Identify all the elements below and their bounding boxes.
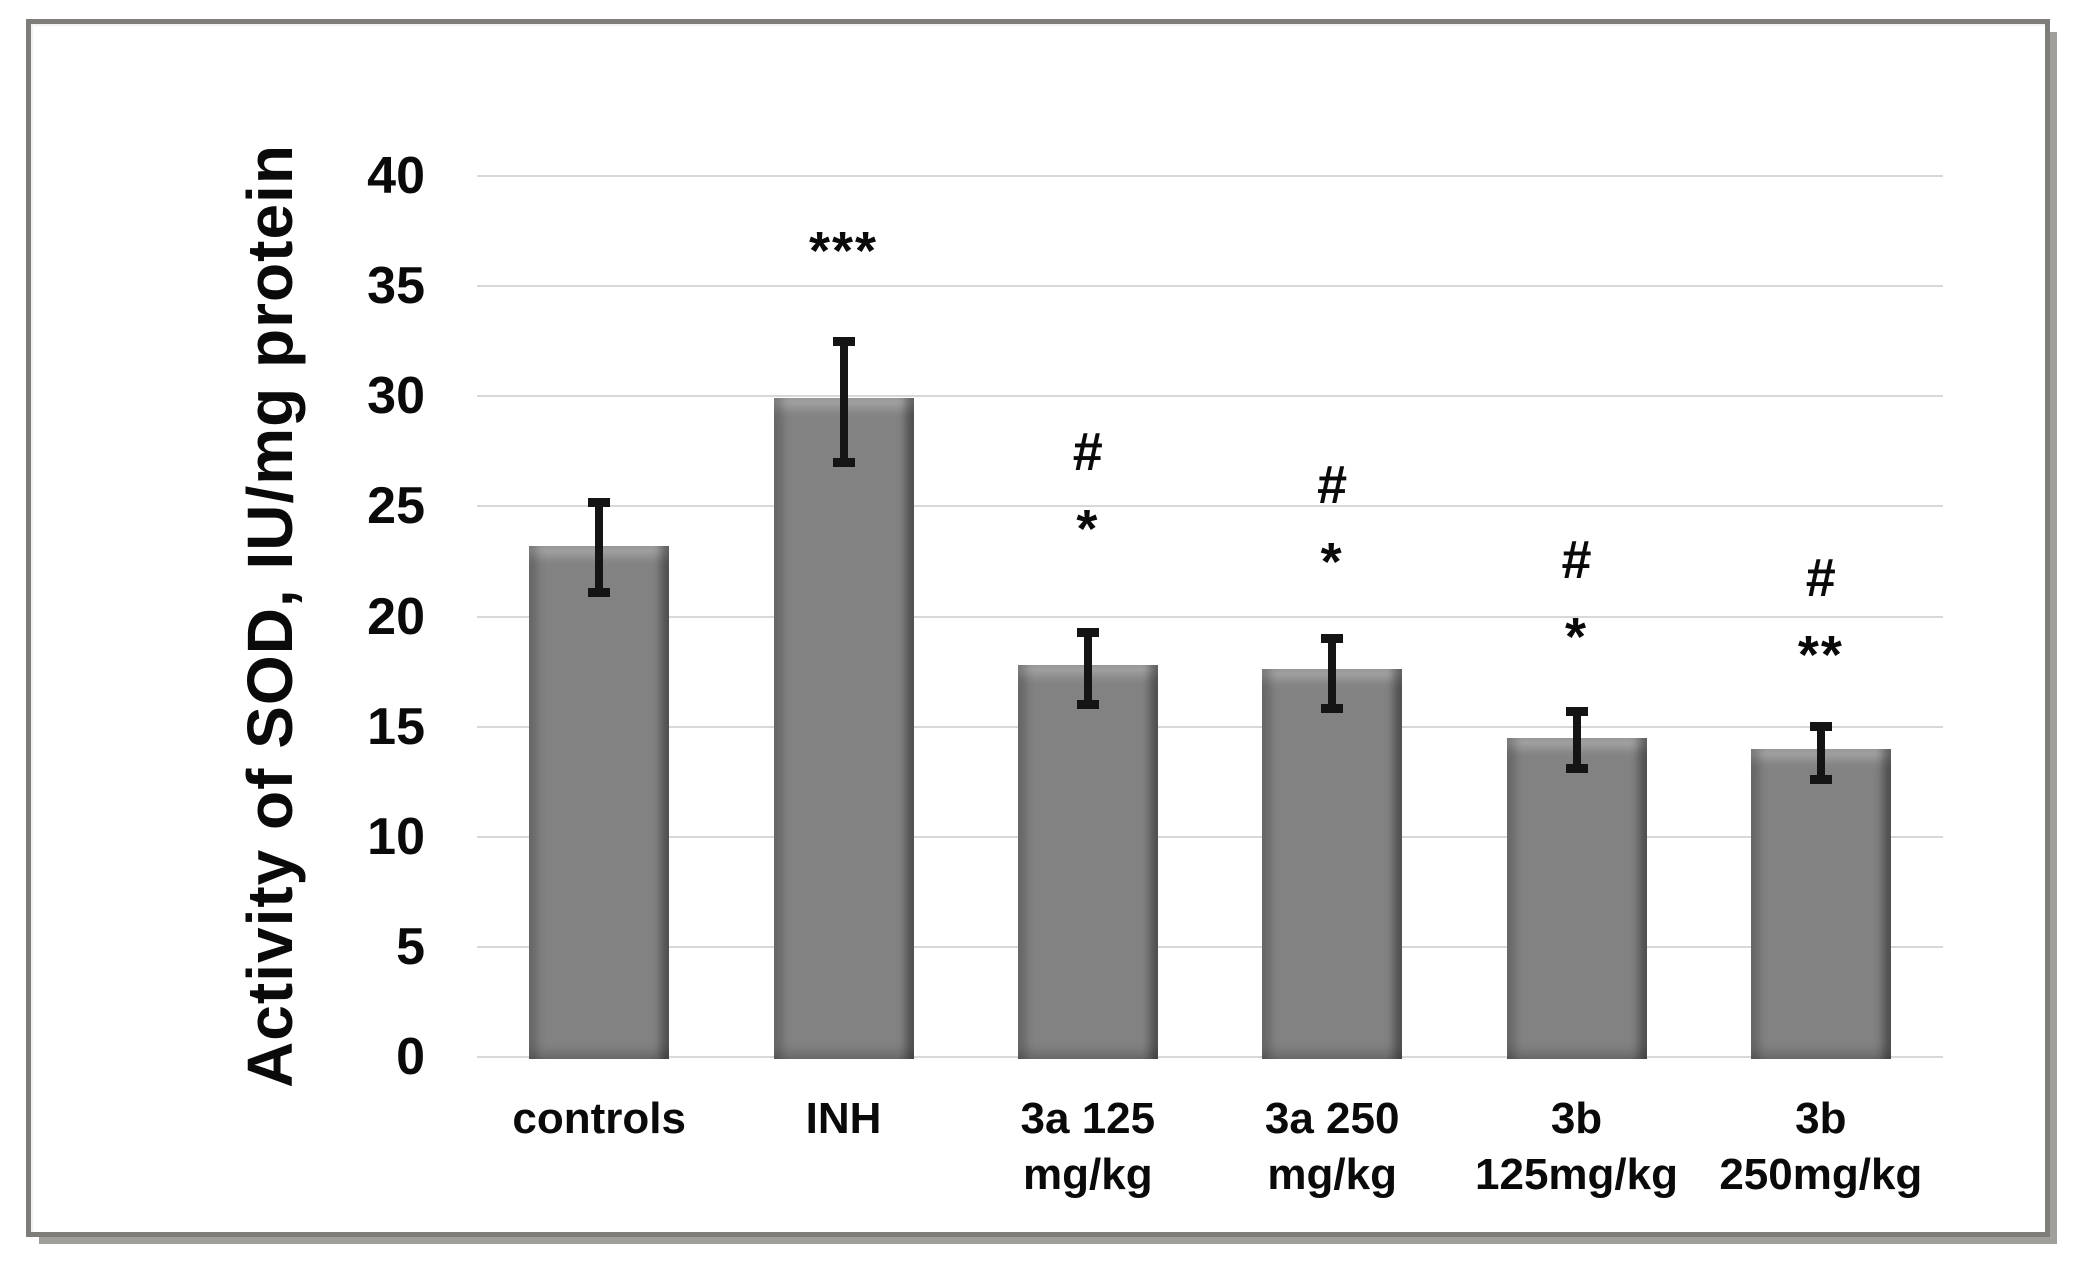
- gridline: [477, 615, 1943, 618]
- bar-3b-250mg-kg: [1750, 748, 1891, 1059]
- gridline: [477, 175, 1943, 177]
- y-tick-label: 5: [396, 917, 425, 976]
- x-axis-label: INH: [721, 1091, 965, 1147]
- significance-annotation-line: *: [1320, 532, 1344, 593]
- x-axis-label-line: 125mg/kg: [1475, 1150, 1678, 1199]
- error-bar: [1565, 706, 1588, 773]
- significance-annotation-line: ***: [808, 220, 879, 281]
- y-tick-label: 25: [367, 477, 425, 536]
- error-bar: [1321, 634, 1344, 714]
- gridline: [477, 505, 1943, 508]
- significance-annotation-line: #: [1805, 547, 1836, 608]
- x-axis-label-line: INH: [805, 1094, 882, 1143]
- x-axis-label: 3b 250mg/kg: [1699, 1091, 1943, 1203]
- gridline: [477, 835, 1943, 838]
- x-axis-label-line: controls: [512, 1094, 686, 1143]
- significance-annotation: # *: [938, 420, 1238, 560]
- gridline: [477, 285, 1943, 288]
- plot-area: 40 35 30 25 20 15 10 5 0 controls *** INH # * 3a 125 mg…: [367, 150, 1943, 1199]
- bar-controls: [529, 546, 670, 1059]
- significance-annotation-line: *: [1564, 607, 1588, 668]
- x-axis-label-line: 3b: [1550, 1094, 1603, 1143]
- x-axis-label: controls: [477, 1091, 721, 1147]
- gridline: [477, 725, 1943, 728]
- x-axis-label-line: 3a 125: [1020, 1094, 1156, 1143]
- y-tick-label: 20: [367, 587, 425, 646]
- bar-3b-125mg-kg: [1506, 737, 1647, 1059]
- y-tick-label: 0: [396, 1028, 425, 1086]
- y-tick-label: 35: [367, 257, 425, 316]
- x-axis-label-line: 3a 250: [1264, 1094, 1400, 1143]
- y-tick-label: 40: [367, 147, 425, 205]
- y-axis-title: Activity of SOD, IU/mg protein: [234, 144, 306, 1088]
- x-axis-label: 3a 250 mg/kg: [1210, 1091, 1454, 1203]
- y-tick-label: 30: [367, 367, 425, 426]
- x-axis-label-line: mg/kg: [1023, 1150, 1153, 1199]
- significance-annotation: # *: [1427, 528, 1727, 668]
- significance-annotation: # *: [1182, 453, 1482, 593]
- gridline: [477, 395, 1943, 398]
- significance-annotation-line: *: [1076, 499, 1100, 560]
- x-axis-label: 3a 125 mg/kg: [966, 1091, 1210, 1203]
- bar-3a-125-mg-kg: [1017, 664, 1158, 1059]
- significance-annotation-line: **: [1797, 624, 1844, 685]
- x-axis-label-line: 3b: [1795, 1094, 1847, 1143]
- significance-annotation: # **: [1671, 546, 1971, 685]
- significance-annotation-line: #: [1317, 455, 1348, 516]
- bar-3a-250-mg-kg: [1262, 669, 1403, 1059]
- significance-annotation-line: #: [1072, 422, 1103, 483]
- x-axis-label-line: 250mg/kg: [1719, 1150, 1923, 1199]
- error-bar: [1076, 627, 1099, 709]
- error-bar: [832, 336, 855, 467]
- significance-annotation: ***: [694, 206, 994, 281]
- x-axis-label-line: mg/kg: [1267, 1150, 1397, 1199]
- gridline: [477, 945, 1943, 948]
- y-tick-label: 10: [367, 807, 425, 866]
- gridline: [477, 1056, 1943, 1058]
- error-bar: [1809, 722, 1832, 784]
- error-bar: [588, 497, 611, 597]
- x-axis-label: 3b 125mg/kg: [1454, 1091, 1698, 1203]
- bar-inh: [773, 398, 914, 1059]
- y-tick-label: 15: [367, 697, 425, 756]
- significance-annotation-line: #: [1561, 530, 1592, 591]
